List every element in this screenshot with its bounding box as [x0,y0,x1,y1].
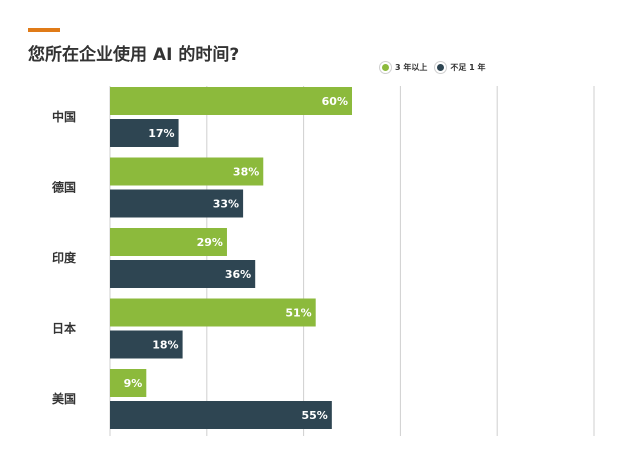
category-label: 中国 [52,109,76,124]
legend-item-series-1: 3 年以上 [380,62,427,73]
bar-series-2 [110,330,183,359]
bar-series-2 [110,189,244,218]
bar-series-1 [110,228,227,256]
bar-series-1 [110,298,316,327]
category-label: 美国 [52,391,76,406]
chart-title: 您所在企业使用 AI 的时间? [28,45,240,65]
legend-label-series-1: 3 年以上 [395,63,428,72]
data-label: 17% [148,127,174,140]
legend-dot-series-2 [435,62,447,73]
category-label: 印度 [52,250,77,265]
category-label: 日本 [52,321,76,336]
bar-series-1 [110,87,352,115]
data-label: 18% [152,339,178,352]
legend-item-series-2: 不足 1 年 [435,62,486,73]
bar-series-2 [110,401,332,429]
data-label: 29% [197,236,223,249]
data-label: 38% [233,166,259,179]
legend-dot-series-1 [380,62,391,73]
data-label: 51% [285,307,311,320]
data-label: 9% [124,377,143,390]
data-label: 33% [213,198,239,211]
data-label: 60% [322,95,348,108]
data-label: 36% [225,268,251,281]
category-label: 德国 [52,180,76,195]
data-label: 55% [301,409,327,422]
bar-series-2 [110,119,179,147]
bar-series-1 [110,157,264,186]
bar-series-1 [110,369,147,397]
legend-label-series-2: 不足 1 年 [450,63,486,72]
legend: 3 年以上 不足 1 年 [380,62,494,73]
title-accent-bar [28,28,60,32]
bar-series-2 [110,260,256,288]
